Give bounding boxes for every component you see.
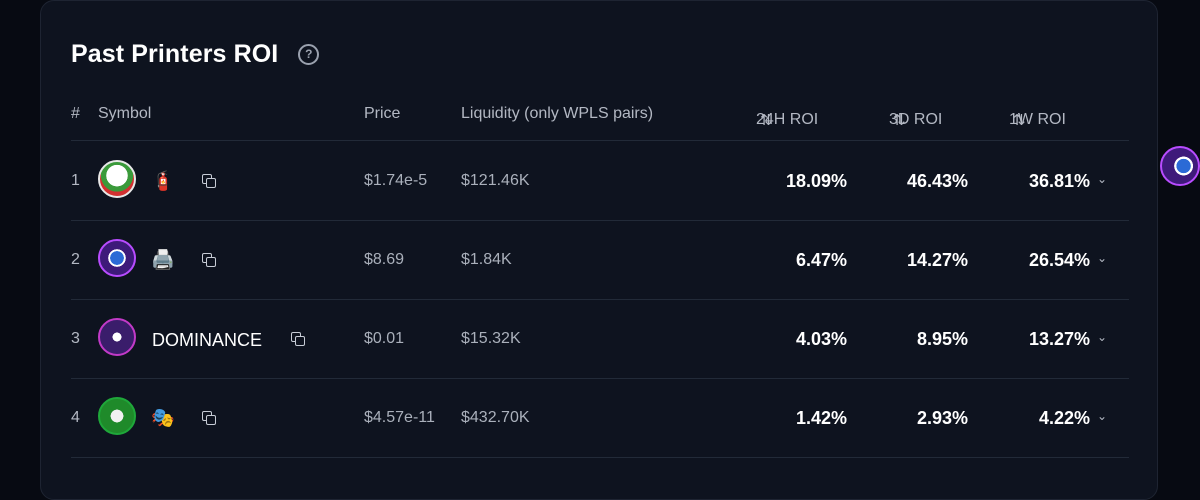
header-1w-roi-label: 1W ROI: [1009, 111, 1066, 128]
copy-icon[interactable]: [202, 174, 216, 188]
printer-icon: 🖨️: [151, 250, 175, 271]
token-avatar: [98, 397, 136, 435]
row-liquidity: $432.70K: [461, 409, 530, 426]
row-price: $4.57e-11: [364, 409, 435, 426]
chevron-down-icon[interactable]: ⌄: [1097, 409, 1108, 423]
help-icon[interactable]: ?: [298, 43, 320, 65]
past-printers-panel: Past Printers ROI ? # Symbol Price Liqui…: [40, 0, 1158, 500]
header-24h-roi-label: 24H ROI: [756, 111, 819, 128]
panel-header: Past Printers ROI ?: [71, 37, 320, 71]
row-rank: 4: [71, 409, 80, 426]
theater-masks-icon: 🎭: [151, 408, 175, 429]
row-roi-1w: 13.27%: [1028, 329, 1090, 349]
row-rank: 1: [71, 172, 80, 189]
row-roi-24h: 6.47%: [795, 250, 847, 270]
table-row[interactable]: 1 🧯 $1.74e-5 $121.46K 18.09% 46.43% 36.8…: [71, 142, 1129, 221]
sort-icon: ⇅: [1013, 112, 1025, 129]
header-liquidity: Liquidity (only WPLS pairs): [461, 105, 654, 122]
panel-title: Past Printers ROI: [71, 39, 279, 68]
row-roi-3d: 46.43%: [906, 171, 968, 191]
token-avatar: [98, 160, 136, 198]
row-rank: 3: [71, 330, 80, 347]
sort-icon: ⇅: [760, 112, 772, 129]
header-3d-roi-label: 3D ROI: [889, 111, 943, 128]
row-roi-3d: 14.27%: [906, 250, 968, 270]
row-rank: 2: [71, 251, 80, 268]
header-rank: #: [71, 105, 80, 122]
row-liquidity: $15.32K: [461, 330, 521, 347]
header-symbol: Symbol: [98, 105, 152, 122]
table-header: # Symbol Price Liquidity (only WPLS pair…: [71, 99, 1129, 141]
copy-icon[interactable]: [202, 411, 216, 425]
floating-avatar[interactable]: [1160, 146, 1200, 186]
token-symbol: DOMINANCE: [152, 330, 263, 350]
row-roi-3d: 2.93%: [916, 408, 968, 428]
table-row[interactable]: 4 🎭 $4.57e-11 $432.70K 1.42% 2.93% 4.22%…: [71, 379, 1129, 458]
chevron-down-icon[interactable]: ⌄: [1097, 330, 1108, 344]
row-roi-3d: 8.95%: [916, 329, 968, 349]
row-roi-1w: 4.22%: [1038, 408, 1090, 428]
chevron-down-icon[interactable]: ⌄: [1097, 172, 1108, 186]
row-roi-24h: 18.09%: [785, 171, 847, 191]
header-price: Price: [364, 105, 401, 122]
copy-icon[interactable]: [291, 332, 305, 346]
row-price: $8.69: [364, 251, 405, 268]
copy-icon[interactable]: [202, 253, 216, 267]
row-roi-1w: 26.54%: [1028, 250, 1090, 270]
row-liquidity: $121.46K: [461, 172, 530, 189]
fire-extinguisher-icon: 🧯: [151, 171, 175, 192]
table-row[interactable]: 2 🖨️ $8.69 $1.84K 6.47% 14.27% 26.54% ⌄: [71, 221, 1129, 300]
table-row[interactable]: 3 DOMINANCE $0.01 $15.32K 4.03% 8.95% 13…: [71, 300, 1129, 379]
row-roi-1w: 36.81%: [1028, 171, 1090, 191]
token-avatar: [98, 239, 136, 277]
row-price: $1.74e-5: [364, 172, 428, 189]
row-price: $0.01: [364, 330, 405, 347]
row-roi-24h: 4.03%: [795, 329, 847, 349]
chevron-down-icon[interactable]: ⌄: [1097, 251, 1108, 265]
row-liquidity: $1.84K: [461, 251, 512, 268]
token-avatar: [98, 318, 136, 356]
row-roi-24h: 1.42%: [795, 408, 847, 428]
sort-icon: ⇅: [893, 112, 905, 129]
